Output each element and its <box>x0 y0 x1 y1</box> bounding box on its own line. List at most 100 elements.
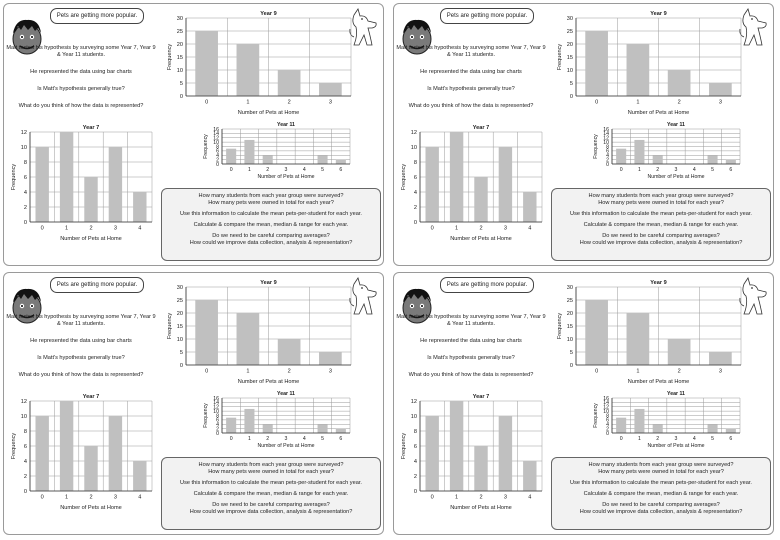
bar <box>425 416 439 491</box>
year9-bar-chart: Year 9 0 5 10 15 20 25 30 0 1 2 3 Number of Pets at … <box>557 11 742 116</box>
y-tick-label: 4 <box>414 459 417 465</box>
represent-question: What do you think of how the data is rep… <box>18 372 144 378</box>
y-tick-label: 16 <box>603 127 609 133</box>
y-tick-label: 12 <box>603 136 609 142</box>
y-tick-label: 14 <box>603 400 609 406</box>
x-tick-label: 1 <box>65 226 68 232</box>
y-tick-label: 5 <box>180 350 183 356</box>
questions-box: How many students from each year group w… <box>551 188 771 261</box>
x-tick-label: 0 <box>230 167 233 173</box>
y-tick-label: 4 <box>24 190 27 196</box>
bar <box>449 132 464 222</box>
y-tick-label: 20 <box>567 42 573 48</box>
y-tick-label: 8 <box>216 144 219 150</box>
question-text: Calculate & compare the mean, median & r… <box>583 222 739 228</box>
chart-title: Year 11 <box>667 391 685 397</box>
represented-text: He represented the data using bar charts <box>30 69 132 75</box>
dog-icon <box>349 277 377 315</box>
bar <box>667 70 691 96</box>
y-tick-label: 4 <box>606 422 609 428</box>
bar <box>244 408 255 433</box>
x-axis-label: Number of Pets at Home <box>257 443 314 449</box>
x-tick-label: 3 <box>114 226 117 232</box>
x-tick-label: 2 <box>656 436 659 442</box>
speech-bubble: Pets are getting more popular. <box>50 8 144 24</box>
x-tick-label: 6 <box>339 436 342 442</box>
x-tick-label: 3 <box>329 369 332 375</box>
questions-box: How many students from each year group w… <box>161 188 381 261</box>
chart-title: Year 9 <box>260 280 277 286</box>
x-tick-label: 2 <box>288 369 291 375</box>
y-tick-label: 12 <box>213 405 219 411</box>
represent-question: What do you think of how the data is rep… <box>408 103 534 109</box>
worksheet-panel: Pets are getting more popular. Matt test… <box>393 3 774 266</box>
y-tick-label: 4 <box>24 459 27 465</box>
bar <box>652 424 663 433</box>
y-tick-label: 12 <box>213 136 219 142</box>
question-text: How many pets were owned in total for ea… <box>598 200 724 206</box>
bar <box>195 31 218 96</box>
boy-face-icon <box>12 19 42 55</box>
question-text: How many pets were owned in total for ea… <box>208 469 334 475</box>
y-tick-label: 5 <box>570 81 573 87</box>
y-tick-label: 0 <box>570 363 573 369</box>
y-tick-label: 10 <box>21 414 27 420</box>
bar <box>195 300 218 365</box>
bar <box>335 159 346 164</box>
bar <box>474 177 488 222</box>
bar <box>236 313 260 365</box>
y-tick-label: 0 <box>216 162 219 168</box>
y-tick-label: 6 <box>216 418 219 424</box>
bar <box>652 155 663 164</box>
bar <box>667 339 691 365</box>
y-tick-label: 10 <box>177 68 183 74</box>
chart-title: Year 9 <box>260 11 277 17</box>
bar <box>709 83 732 96</box>
y-tick-label: 0 <box>216 431 219 437</box>
x-axis-label: Number of Pets at Home <box>628 110 690 116</box>
y-tick-label: 6 <box>24 175 27 181</box>
represented-text: He represented the data using bar charts <box>30 338 132 344</box>
y-tick-label: 8 <box>414 429 417 435</box>
hypothesis-question: Is Matt's hypothesis generally true? <box>427 86 515 92</box>
bar <box>474 446 488 491</box>
y-tick-label: 10 <box>603 140 609 146</box>
bar <box>335 428 346 433</box>
x-tick-label: 2 <box>288 100 291 106</box>
intro-text: Matt tested his hypothesis by surveying … <box>6 45 156 58</box>
x-tick-label: 4 <box>303 436 306 442</box>
chart-title: Year 11 <box>277 391 295 397</box>
question-text: How could we improve data collection, an… <box>189 240 353 246</box>
chart-title: Year 7 <box>473 394 490 400</box>
y-tick-label: 5 <box>180 81 183 87</box>
bar <box>108 147 123 222</box>
y-tick-label: 30 <box>177 285 183 291</box>
x-tick-label: 3 <box>675 436 678 442</box>
speech-bubble: Pets are getting more popular. <box>440 277 534 293</box>
y-tick-label: 2 <box>414 474 417 480</box>
bar <box>626 313 650 365</box>
y-tick-label: 10 <box>603 409 609 415</box>
x-tick-label: 2 <box>266 167 269 173</box>
x-tick-label: 0 <box>431 495 434 501</box>
x-axis-label: Number of Pets at Home <box>647 443 704 449</box>
bar <box>634 139 645 164</box>
question-text: How many students from each year group w… <box>198 193 344 199</box>
y-tick-label: 10 <box>567 337 573 343</box>
x-tick-label: 3 <box>285 167 288 173</box>
y-tick-label: 14 <box>213 131 219 137</box>
x-tick-label: 1 <box>246 100 249 106</box>
dog-icon <box>739 277 767 315</box>
y-tick-label: 10 <box>213 140 219 146</box>
x-tick-label: 2 <box>678 100 681 106</box>
x-tick-label: 5 <box>711 167 714 173</box>
x-tick-label: 3 <box>504 495 507 501</box>
year9-bar-chart: Year 9 0 5 10 15 20 25 30 0 1 2 3 Number of Pets at … <box>557 280 742 385</box>
x-tick-label: 1 <box>246 369 249 375</box>
y-tick-label: 2 <box>24 205 27 211</box>
y-axis-label: Frequency <box>401 433 407 460</box>
